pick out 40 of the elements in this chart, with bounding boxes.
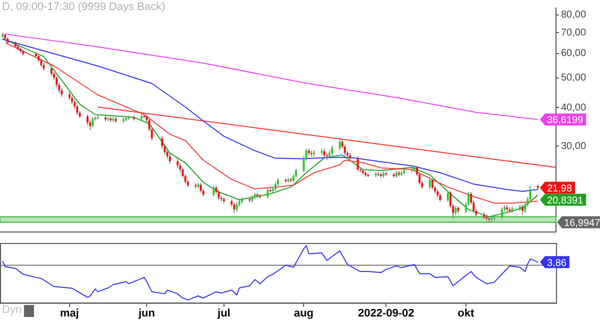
candlestick xyxy=(326,152,328,161)
annotation: 3,86 xyxy=(546,258,567,269)
text: Dyn xyxy=(2,304,22,316)
data-label: 36,6199 xyxy=(546,115,584,126)
candlestick xyxy=(428,178,431,190)
candlestick xyxy=(92,116,94,128)
annotation: 21,98 xyxy=(546,184,572,195)
candlestick xyxy=(218,190,220,200)
candlestick xyxy=(266,188,269,199)
x-tick-label: jun xyxy=(137,307,156,320)
candlestick xyxy=(76,104,78,116)
candlestick xyxy=(233,202,236,214)
x-tick-label: jul xyxy=(216,307,230,320)
chart-title: D, 09:00-17:30 (9999 Days Back) xyxy=(2,1,166,13)
candlestick xyxy=(344,144,346,156)
candlestick xyxy=(200,182,202,194)
y-tick-label: 80,00 xyxy=(561,10,586,21)
candlestick xyxy=(168,153,171,164)
candlestick xyxy=(431,178,434,190)
candlestick xyxy=(50,66,52,76)
candlestick xyxy=(236,202,238,212)
candlestick xyxy=(176,158,179,168)
x-tick-label: maj xyxy=(60,307,79,320)
y-tick-label: 40,00 xyxy=(561,102,586,114)
x-tick-label: aug xyxy=(294,307,314,320)
candlestick xyxy=(500,206,503,220)
candlestick xyxy=(356,155,359,172)
x-tick-label: 2022-09-02 xyxy=(358,307,414,320)
candlestick xyxy=(454,205,457,216)
candlestick xyxy=(522,204,524,216)
candlestick xyxy=(331,145,334,156)
y-tick-label: 60,00 xyxy=(561,48,586,60)
y-tick-label: 30,00 xyxy=(561,140,586,152)
data-label: 20,8391 xyxy=(546,196,584,207)
y-tick-label: 50,00 xyxy=(561,72,586,84)
candlestick xyxy=(212,185,215,197)
y-tick-label: 70,00 xyxy=(561,27,586,38)
band-label: 16,9947 xyxy=(564,218,600,229)
x-tick-label: okt xyxy=(458,307,474,320)
candlestick xyxy=(338,139,341,151)
